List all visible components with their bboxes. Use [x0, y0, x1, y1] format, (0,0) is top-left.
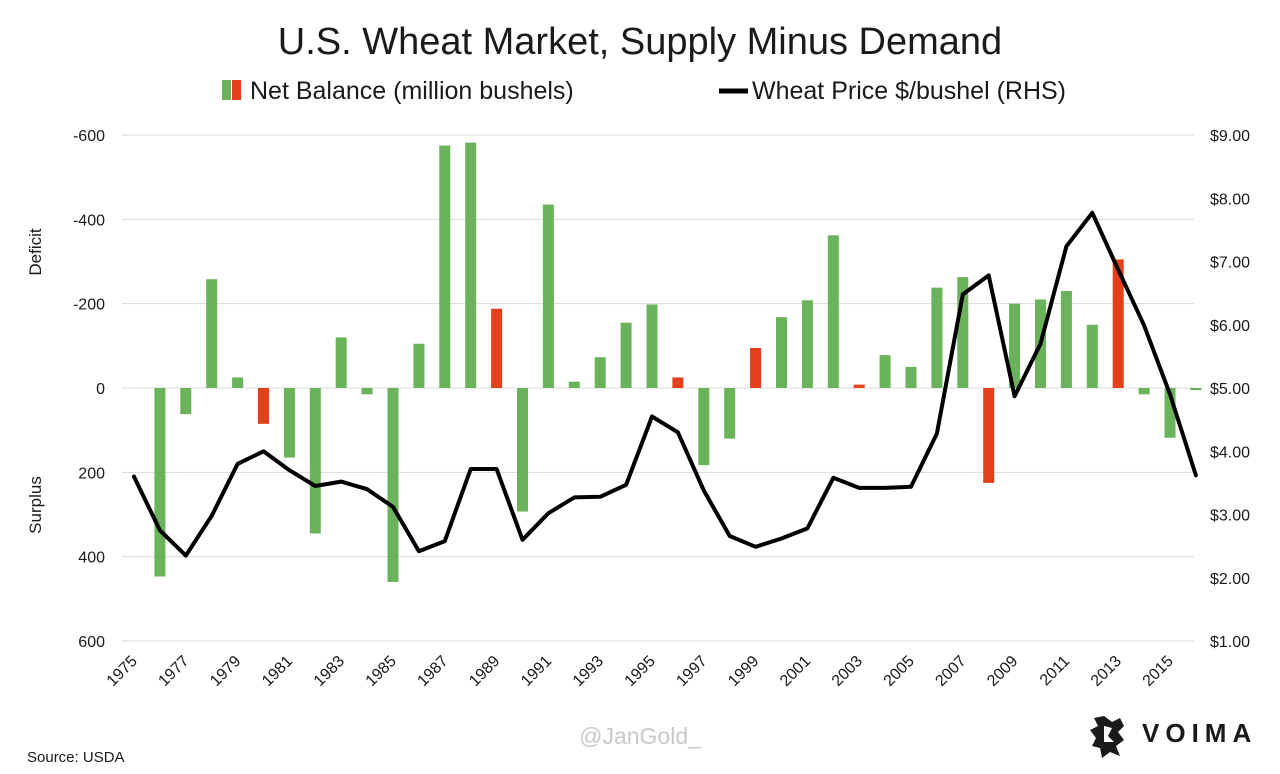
wheat-price-line — [132, 210, 1198, 558]
x-tick-label: 1997 — [673, 653, 710, 690]
net-balance-bar — [491, 308, 503, 388]
right-tick-label: $1.00 — [1210, 634, 1250, 651]
x-tick-label: 1987 — [414, 653, 451, 690]
net-balance-bar — [957, 277, 969, 388]
left-tick-label: 400 — [78, 550, 105, 567]
net-balance-bar — [335, 337, 347, 388]
net-balance-bar — [594, 357, 606, 388]
net-balance-bar — [646, 304, 658, 388]
net-balance-bar — [1138, 388, 1150, 395]
right-tick-label: $3.00 — [1210, 508, 1250, 525]
net-balance-bar — [206, 279, 218, 388]
net-balance-bar — [750, 347, 762, 388]
right-tick-label: $8.00 — [1210, 191, 1250, 208]
net-balance-bar — [1112, 259, 1124, 388]
x-tick-label: 2009 — [984, 653, 1021, 690]
net-balance-bar — [542, 204, 554, 388]
x-tick-label: 2005 — [881, 653, 918, 690]
x-tick-label: 1981 — [259, 653, 296, 690]
gridlines — [122, 134, 1194, 642]
x-tick-label: 2015 — [1140, 653, 1177, 690]
legend-swatch-green — [222, 80, 231, 100]
net-balance-bar — [387, 388, 399, 582]
legend: Net Balance (million bushels) Wheat Pric… — [222, 77, 1066, 105]
x-tick-label: 2007 — [932, 653, 969, 690]
net-balance-bar — [1009, 303, 1021, 388]
x-axis-ticks: 1975 1977 1979 1981 1983 1985 1987 1989 1991 1993… — [104, 653, 1177, 690]
right-tick-label: $9.00 — [1210, 128, 1250, 145]
net-balance-bar — [232, 377, 244, 388]
x-tick-label: 1979 — [207, 653, 244, 690]
x-tick-label: 1975 — [104, 653, 141, 690]
legend-swatch-red — [232, 80, 241, 100]
net-balance-bar — [672, 377, 684, 388]
x-tick-label: 1983 — [311, 653, 348, 690]
left-tick-label: 0 — [96, 381, 105, 398]
right-axis-ticks: $9.00 $8.00 $7.00 $6.00 $5.00 $4.00 $3.00 $2.00… — [1210, 128, 1250, 651]
x-tick-label: 2001 — [777, 653, 814, 690]
left-tick-label: -400 — [73, 212, 105, 229]
legend-label-wheat-price: Wheat Price $/bushel (RHS) — [752, 77, 1066, 105]
net-balance-bar — [905, 366, 917, 388]
left-tick-label: -200 — [73, 297, 105, 314]
net-balance-bar — [568, 381, 580, 388]
net-balance-bar — [724, 388, 736, 439]
net-balance-bar — [283, 388, 295, 458]
x-tick-label: 2013 — [1088, 653, 1125, 690]
x-tick-label: 2011 — [1037, 653, 1073, 689]
left-axis-label-surplus: Surplus — [26, 476, 45, 534]
left-axis-label-deficit: Deficit — [26, 228, 45, 276]
right-tick-label: $2.00 — [1210, 571, 1250, 588]
left-tick-label: 200 — [78, 465, 105, 482]
x-tick-label: 1999 — [725, 653, 762, 690]
net-balance-bar — [827, 235, 839, 388]
net-balance-bar — [465, 142, 477, 388]
right-tick-label: $4.00 — [1210, 444, 1250, 461]
net-balance-bar — [879, 355, 891, 388]
net-balance-bar — [413, 343, 425, 388]
net-balance-bar — [698, 388, 710, 466]
net-balance-bar — [439, 145, 451, 388]
x-tick-label: 2003 — [829, 653, 866, 690]
brand-name: VOIMA — [1142, 718, 1257, 748]
source-note: Source: USDA — [27, 749, 125, 766]
net-balance-bar — [1190, 388, 1202, 391]
right-tick-label: $5.00 — [1210, 381, 1250, 398]
net-balance-bar — [776, 317, 787, 388]
net-balance-bars — [154, 142, 1202, 582]
net-balance-bar — [1164, 388, 1176, 438]
net-balance-bar — [517, 388, 528, 512]
net-balance-bar — [180, 388, 192, 415]
net-balance-bar — [1060, 291, 1072, 388]
x-tick-label: 1985 — [363, 653, 400, 690]
x-tick-label: 1989 — [466, 653, 503, 690]
net-balance-bar — [1086, 324, 1098, 388]
x-tick-label: 1995 — [622, 653, 659, 690]
net-balance-bar — [853, 384, 865, 388]
net-balance-bar — [931, 287, 943, 388]
x-tick-label: 1991 — [518, 653, 555, 690]
left-tick-label: -600 — [73, 128, 105, 145]
net-balance-bar — [801, 300, 813, 388]
net-balance-bar — [154, 388, 166, 577]
voima-logo-icon — [1090, 716, 1124, 758]
right-tick-label: $7.00 — [1210, 255, 1250, 272]
net-balance-bar — [309, 388, 321, 534]
net-balance-bar — [983, 388, 995, 483]
net-balance-bar — [361, 388, 373, 395]
net-balance-bar — [258, 388, 269, 424]
x-tick-label: 1977 — [155, 653, 192, 690]
net-balance-bar — [620, 322, 632, 388]
x-tick-label: 1993 — [570, 653, 607, 690]
right-tick-label: $6.00 — [1210, 318, 1250, 335]
legend-label-net-balance: Net Balance (million bushels) — [250, 77, 574, 105]
chart-title: U.S. Wheat Market, Supply Minus Demand — [278, 21, 1002, 63]
left-tick-label: 600 — [78, 634, 105, 651]
watermark: @JanGold_ — [579, 723, 702, 749]
left-axis-ticks: -600 -400 -200 0 200 400 600 — [73, 128, 105, 651]
